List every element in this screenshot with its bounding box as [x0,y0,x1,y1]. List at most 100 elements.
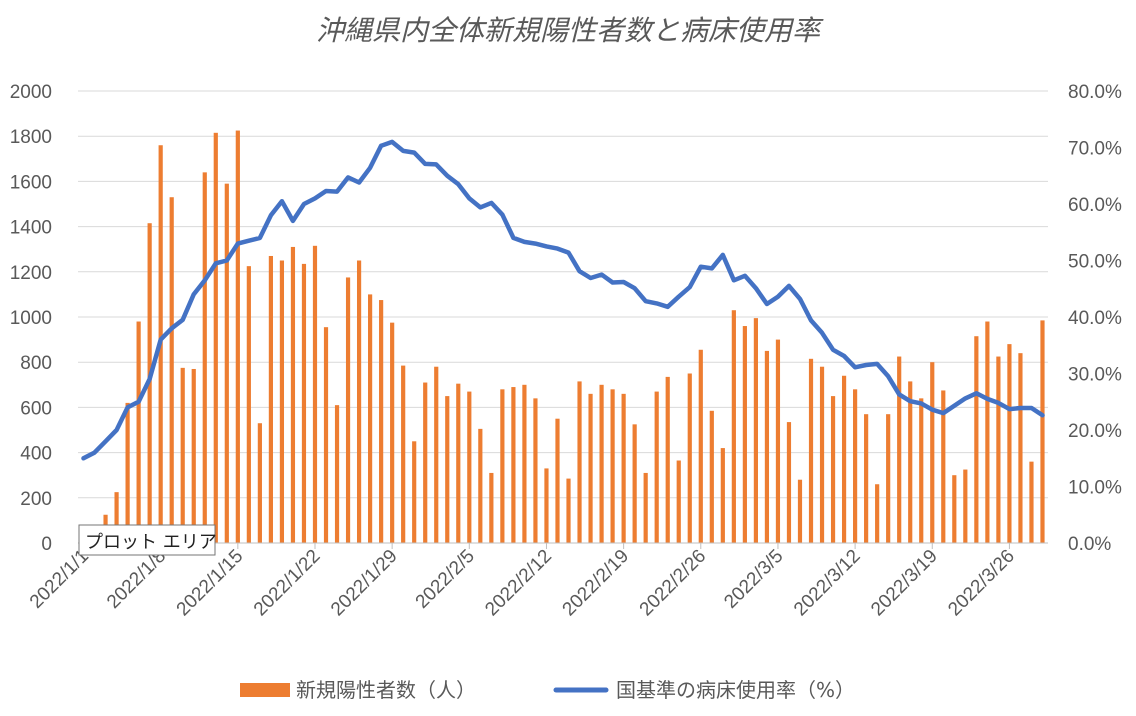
gridlines [78,90,1048,499]
bar [114,492,119,543]
bar [202,172,207,544]
bar [345,277,351,543]
bar [191,368,196,543]
bar [698,349,703,543]
y-right-tick-label: 70.0% [1068,139,1122,160]
bar [731,310,736,543]
bar [368,294,373,543]
plot-area-tooltip: プロット エリア [78,524,217,556]
bar [566,478,571,543]
x-tick-label: 2022/1/1 [26,546,93,613]
bar [136,321,141,543]
bar [1007,344,1012,543]
bar [312,245,318,543]
x-tick-label: 2022/1/29 [327,546,402,621]
bar [478,428,483,543]
y-left-tick-label: 1800 [10,127,52,148]
chart-title: 沖縄県内全体新規陽性者数と病床使用率 [316,14,824,47]
bar [819,366,825,543]
bar [875,484,880,543]
bar [323,327,329,543]
y-left-tick-label: 2000 [10,82,52,103]
y-right-tick-label: 30.0% [1068,365,1122,386]
bar [996,356,1001,543]
x-tick-label: 2022/1/15 [173,546,248,621]
bar [654,391,659,543]
bar [169,197,174,543]
bar [334,405,340,543]
legend: 新規陽性者数（人） 国基準の病床使用率（%） [240,678,855,702]
bar [434,366,439,543]
bar [235,130,240,544]
x-tick-label: 2022/3/19 [867,546,942,621]
x-tick-label: 2022/2/5 [412,546,479,613]
bar [268,255,273,544]
bar [919,398,924,543]
bar [985,321,990,543]
bar-series [103,130,1045,544]
bar [511,387,516,543]
y-right-tick-label: 50.0% [1068,252,1122,273]
line-series [81,139,1045,461]
bar [213,132,218,543]
bar [930,362,935,543]
tooltip-label: プロット エリア [85,532,217,553]
bar [709,410,714,543]
bar [500,389,505,543]
bar [412,441,417,543]
bar [577,381,582,543]
bar [676,460,681,543]
y-left-tick-label: 1600 [10,172,52,193]
y-right-tick-label: 60.0% [1068,195,1122,216]
bar [742,326,747,543]
bar [301,263,307,543]
bar [753,318,758,543]
legend-label-line: 国基準の病床使用率（%） [616,678,855,702]
bar [522,384,527,543]
bar [632,424,637,543]
bar [830,396,836,543]
bar [555,418,560,543]
y-right-tick-label: 10.0% [1068,478,1122,499]
bar [897,356,902,543]
bar [720,448,725,543]
line-series-path [81,139,1045,461]
x-tick-label: 2022/2/19 [559,546,634,621]
bar [445,396,450,543]
y-axis-left: 0 200 400 600 800 1000 1200 1400 1600 1800 2000 [10,82,52,555]
y-left-tick-label: 1200 [10,263,52,284]
y-left-tick-label: 400 [20,444,52,465]
bar [853,389,858,543]
bar [489,472,494,543]
bar [808,358,814,543]
bar [180,367,185,543]
bar [390,322,395,543]
bar [1040,320,1045,543]
bar [908,381,913,543]
y-left-tick-label: 0 [41,534,52,555]
y-left-tick-label: 1000 [10,308,52,329]
y-right-tick-label: 40.0% [1068,308,1122,329]
bar [841,375,847,543]
bar [952,475,957,543]
y-axis-right: 0.0% 10.0% 20.0% 30.0% 40.0% 50.0% 60.0% 70.0% 8… [1068,82,1122,555]
bar [588,393,593,543]
y-left-tick-label: 1400 [10,218,52,239]
y-left-tick-label: 200 [20,489,52,510]
x-tick-label: 2022/3/5 [720,546,787,613]
bar [786,422,792,543]
bar [246,266,251,543]
bar [125,402,130,543]
bar [257,423,262,543]
bar [224,183,229,543]
bar [456,383,461,543]
legend-label-bar: 新規陽性者数（人） [296,678,476,702]
bar [775,339,781,543]
bar [401,365,406,543]
bar [423,382,428,543]
bar [665,376,670,543]
bar [599,384,604,543]
x-tick-label: 2022/3/26 [944,546,1019,621]
y-left-tick-label: 600 [20,398,52,419]
bar [356,260,362,543]
